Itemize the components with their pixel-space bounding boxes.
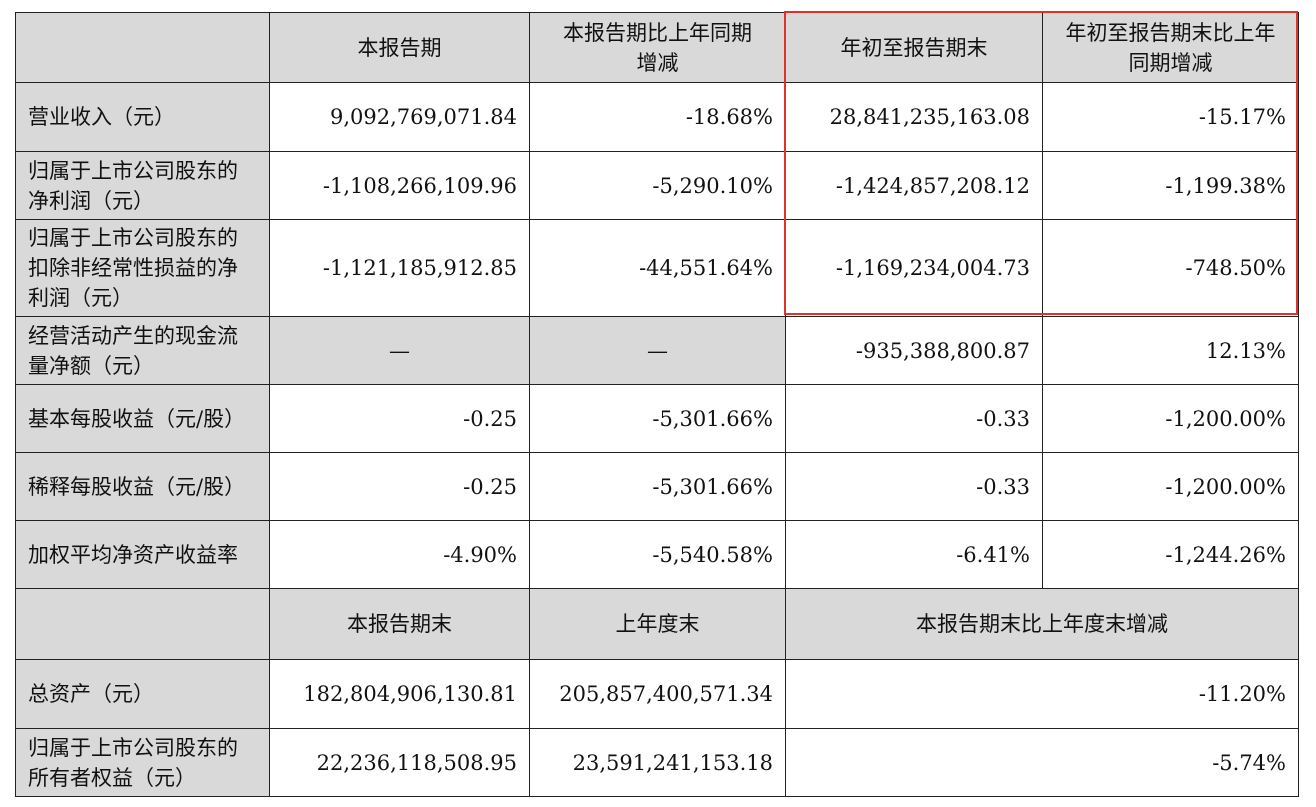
table-cell: -1,121,185,912.85 xyxy=(269,219,530,317)
table-cell: — xyxy=(269,316,530,385)
table-cell: -5,301.66% xyxy=(529,452,786,521)
table-cell: -4.90% xyxy=(269,520,530,589)
header-row-2: 本报告期末 上年度末 本报告期末比上年度末增减 xyxy=(15,588,1299,660)
table-cell: -0.33 xyxy=(785,452,1043,521)
table-cell: -1,200.00% xyxy=(1042,452,1299,521)
table-cell: -935,388,800.87 xyxy=(785,316,1043,385)
table-cell: -1,200.00% xyxy=(1042,384,1299,453)
table-cell: -1,424,857,208.12 xyxy=(785,151,1043,220)
table-cell: 9,092,769,071.84 xyxy=(269,82,530,152)
table-cell: -1,108,266,109.96 xyxy=(269,151,530,220)
header-ytd-yoy: 年初至报告期末比上年同期增减 xyxy=(1042,12,1299,83)
table-cell: -1,199.38% xyxy=(1042,151,1299,220)
header-period-end: 本报告期末 xyxy=(269,588,530,660)
financial-summary-table: 本报告期 本报告期比上年同期增减 年初至报告期末 年初至报告期末比上年同期增减 … xyxy=(15,12,1299,797)
table-row: 加权平均净资产收益率 -4.90% -5,540.58% -6.41% -1,2… xyxy=(15,520,1299,589)
table-cell: -18.68% xyxy=(529,82,786,152)
header-current-period: 本报告期 xyxy=(269,12,530,83)
header-period-end-change: 本报告期末比上年度末增减 xyxy=(785,588,1299,660)
table-cell: -5,301.66% xyxy=(529,384,786,453)
header-ytd: 年初至报告期末 xyxy=(785,12,1043,83)
table-row: 经营活动产生的现金流量净额（元） — — -935,388,800.87 12.… xyxy=(15,316,1299,385)
table-row: 归属于上市公司股东的扣除非经常性损益的净利润（元） -1,121,185,912… xyxy=(15,219,1299,317)
row-label-revenue: 营业收入（元） xyxy=(15,82,270,152)
table-cell: -0.33 xyxy=(785,384,1043,453)
table-cell: 22,236,118,508.95 xyxy=(269,728,530,797)
table-cell: -1,169,234,004.73 xyxy=(785,219,1043,317)
header-prior-year-end: 上年度末 xyxy=(529,588,786,660)
table-row: 稀释每股收益（元/股） -0.25 -5,301.66% -0.33 -1,20… xyxy=(15,452,1299,521)
table-cell: 23,591,241,153.18 xyxy=(529,728,786,797)
table-row: 总资产（元） 182,804,906,130.81 205,857,400,57… xyxy=(15,659,1299,729)
table-cell: 205,857,400,571.34 xyxy=(529,659,786,729)
table-cell: — xyxy=(529,316,786,385)
table-cell: -0.25 xyxy=(269,452,530,521)
table-row: 归属于上市公司股东的净利润（元） -1,108,266,109.96 -5,29… xyxy=(15,151,1299,220)
table-cell: 12.13% xyxy=(1042,316,1299,385)
table-cell: -5.74% xyxy=(785,728,1299,797)
table-cell: -6.41% xyxy=(785,520,1043,589)
table-cell: -5,290.10% xyxy=(529,151,786,220)
header-row-1: 本报告期 本报告期比上年同期增减 年初至报告期末 年初至报告期末比上年同期增减 xyxy=(15,12,1299,83)
row-label-operating-cash-flow: 经营活动产生的现金流量净额（元） xyxy=(15,316,270,385)
table-cell: -15.17% xyxy=(1042,82,1299,152)
row-label-weighted-roe: 加权平均净资产收益率 xyxy=(15,520,270,589)
table-row: 营业收入（元） 9,092,769,071.84 -18.68% 28,841,… xyxy=(15,82,1299,152)
row-label-owners-equity: 归属于上市公司股东的所有者权益（元） xyxy=(15,728,270,797)
table-cell: -1,244.26% xyxy=(1042,520,1299,589)
table-cell: -5,540.58% xyxy=(529,520,786,589)
header-current-period-yoy: 本报告期比上年同期增减 xyxy=(529,12,786,83)
row-label-total-assets: 总资产（元） xyxy=(15,659,270,729)
table-cell: -0.25 xyxy=(269,384,530,453)
table-row: 归属于上市公司股东的所有者权益（元） 22,236,118,508.95 23,… xyxy=(15,728,1299,797)
row-label-diluted-eps: 稀释每股收益（元/股） xyxy=(15,452,270,521)
row-label-net-profit-excl-nonrecurring: 归属于上市公司股东的扣除非经常性损益的净利润（元） xyxy=(15,219,270,317)
table-cell: -748.50% xyxy=(1042,219,1299,317)
table-cell: -44,551.64% xyxy=(529,219,786,317)
row-label-net-profit: 归属于上市公司股东的净利润（元） xyxy=(15,151,270,220)
table-row: 基本每股收益（元/股） -0.25 -5,301.66% -0.33 -1,20… xyxy=(15,384,1299,453)
header-cell-empty xyxy=(15,588,270,660)
table-cell: -11.20% xyxy=(785,659,1299,729)
table-cell: 28,841,235,163.08 xyxy=(785,82,1043,152)
row-label-basic-eps: 基本每股收益（元/股） xyxy=(15,384,270,453)
header-cell-empty xyxy=(15,12,270,83)
table-cell: 182,804,906,130.81 xyxy=(269,659,530,729)
